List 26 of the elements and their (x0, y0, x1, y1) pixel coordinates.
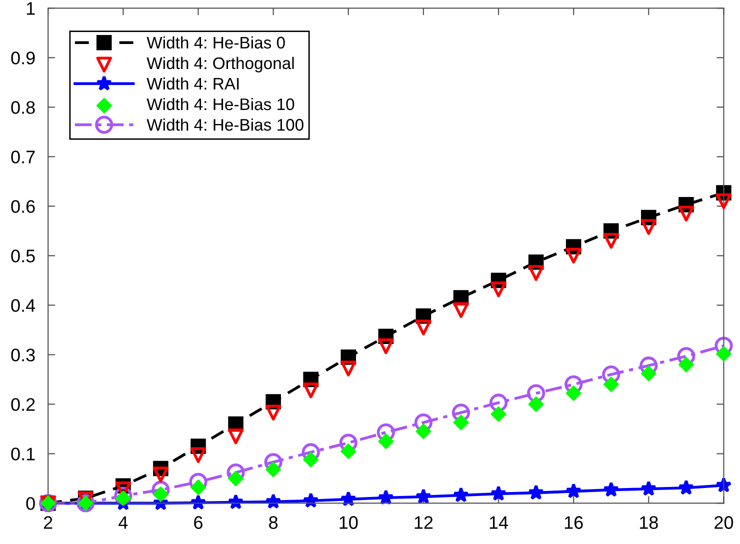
y-tick-label: 0.7 (11, 150, 35, 164)
x-tick-label: 4 (118, 516, 128, 529)
y-tick-label: 1 (26, 2, 35, 15)
y-tick-label: 0.2 (11, 398, 35, 411)
x-tick-label: 8 (269, 516, 278, 529)
legend-label: Width 4: He-Bias 10 (146, 98, 294, 110)
x-tick-label: 20 (714, 516, 734, 529)
y-tick-label: 0 (26, 497, 35, 510)
legend-label: Width 4: He-Bias 0 (146, 36, 285, 49)
y-tick-label: 0.3 (11, 348, 35, 362)
x-tick-label: 2 (44, 516, 52, 529)
y-tick-label: 0.8 (11, 101, 35, 114)
y-tick-label: 0.6 (11, 200, 35, 213)
x-tick-label: 12 (414, 516, 433, 529)
legend-label: Width 4: He-Bias 100 (146, 118, 304, 131)
x-tick-label: 10 (340, 516, 358, 529)
x-tick-label: 18 (640, 516, 658, 529)
y-tick-label: 0.5 (11, 250, 35, 262)
x-tick-label: 6 (194, 516, 202, 529)
y-tick-label: 0.4 (11, 299, 36, 312)
x-tick-label: 14 (490, 516, 508, 529)
legend-label: Width 4: RAI (146, 77, 239, 90)
y-tick-label: 0.9 (11, 52, 35, 64)
y-tick-label: 0.1 (11, 448, 35, 460)
x-tick-label: 16 (564, 516, 583, 529)
legend-label: Width 4: Orthogonal (146, 56, 294, 72)
